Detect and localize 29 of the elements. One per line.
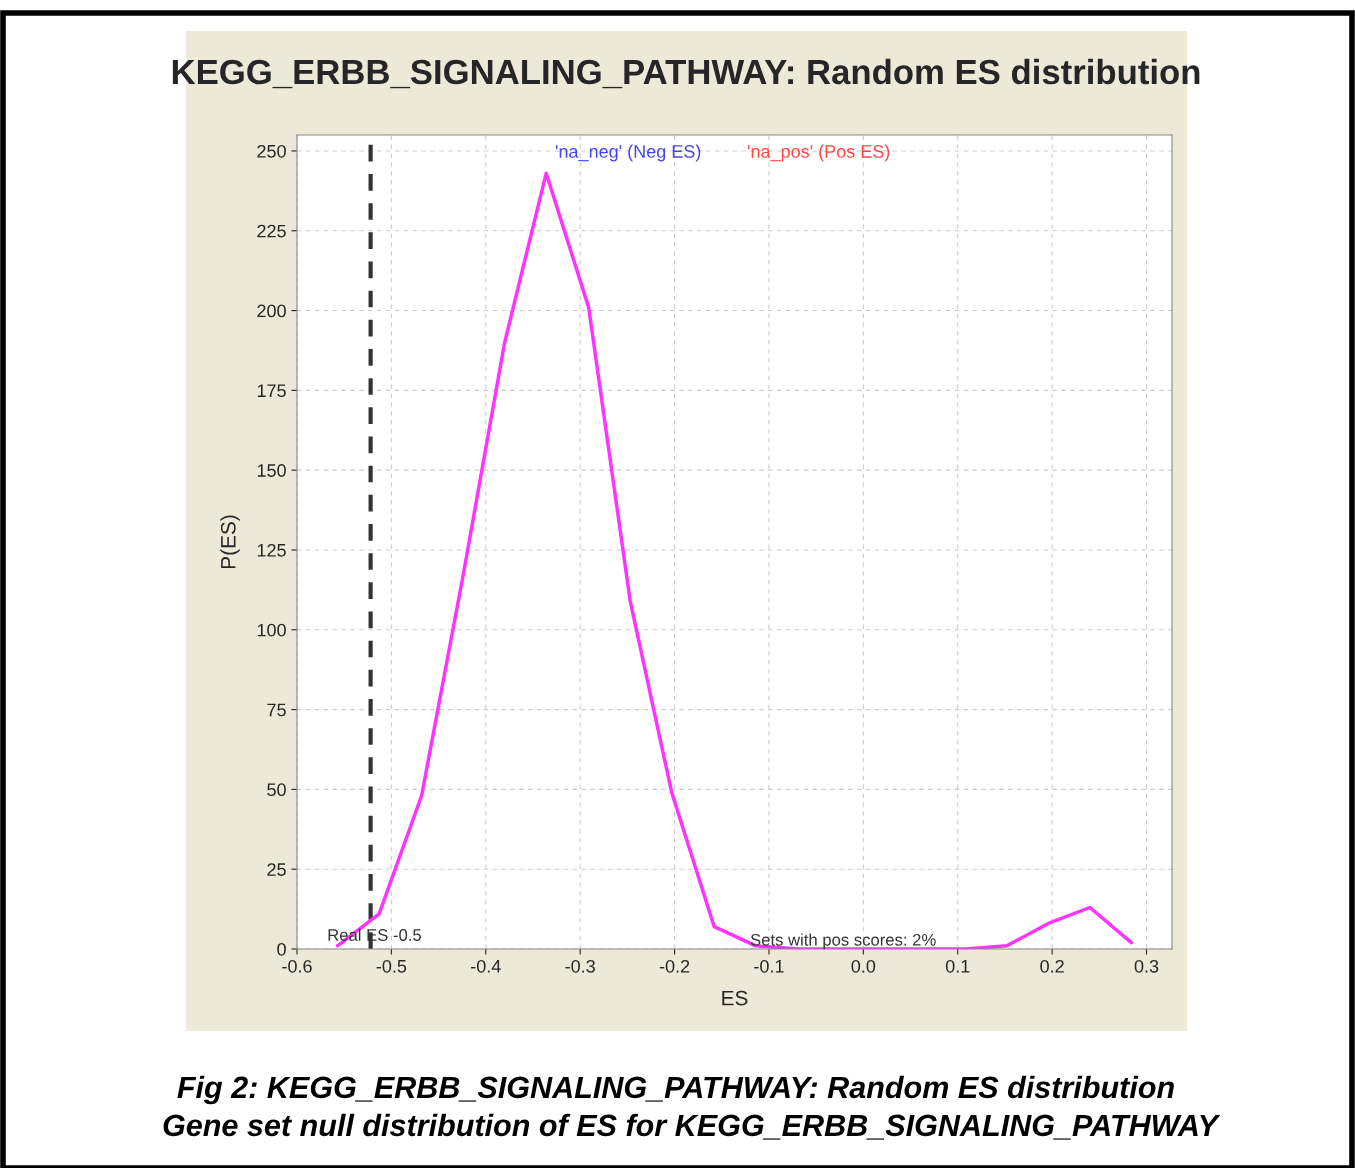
annotation: 'na_pos' (Pos ES) [747, 144, 890, 162]
y-tick-label: 250 [257, 144, 286, 158]
x-tick-label: -0.4 [471, 959, 501, 973]
x-tick-label: -0.3 [565, 959, 595, 973]
y-tick-label: 175 [257, 384, 286, 398]
y-tick-label: 25 [267, 863, 286, 876]
annotation: 'na_neg' (Neg ES) [555, 144, 701, 162]
x-tick-label: -0.5 [376, 959, 407, 973]
text: Gene set null distribution of ES for KEGG_ERBB_SIGNALING_PATHWAY [163, 1113, 1221, 1140]
x-tick-label: 0.2 [1040, 959, 1064, 973]
chart-title: KEGG_ERBB_SIGNALING_PATHWAY: Random ES distribution [172, 58, 1200, 89]
y-tick-label: 150 [257, 464, 286, 477]
x-axis-title: ES [722, 990, 748, 1006]
annotation: Sets with pos scores: 2% [750, 933, 936, 949]
x-tick-label: -0.6 [282, 959, 312, 973]
x-tick-label: 0.0 [851, 959, 876, 973]
y-axis-title: P(ES) [220, 515, 240, 569]
y-tick-label: 0 [277, 942, 286, 956]
x-tick-label: 0.1 [945, 959, 970, 973]
caption: Fig 2: KEGG_ERBB_SIGNALING_PATHWAY: Random ES distribution [177, 1075, 1174, 1105]
x-tick-label: 0.3 [1134, 959, 1159, 973]
x-tick-label: -0.2 [659, 959, 690, 973]
y-tick-label: 50 [267, 783, 286, 797]
y-tick-label: 125 [257, 543, 286, 557]
y-tick-label: 100 [257, 623, 286, 637]
y-tick-label: 75 [267, 703, 286, 717]
y-tick-label: 225 [257, 224, 286, 238]
x-tick-label: -0.1 [754, 959, 784, 973]
y-tick-label: 200 [257, 304, 286, 318]
